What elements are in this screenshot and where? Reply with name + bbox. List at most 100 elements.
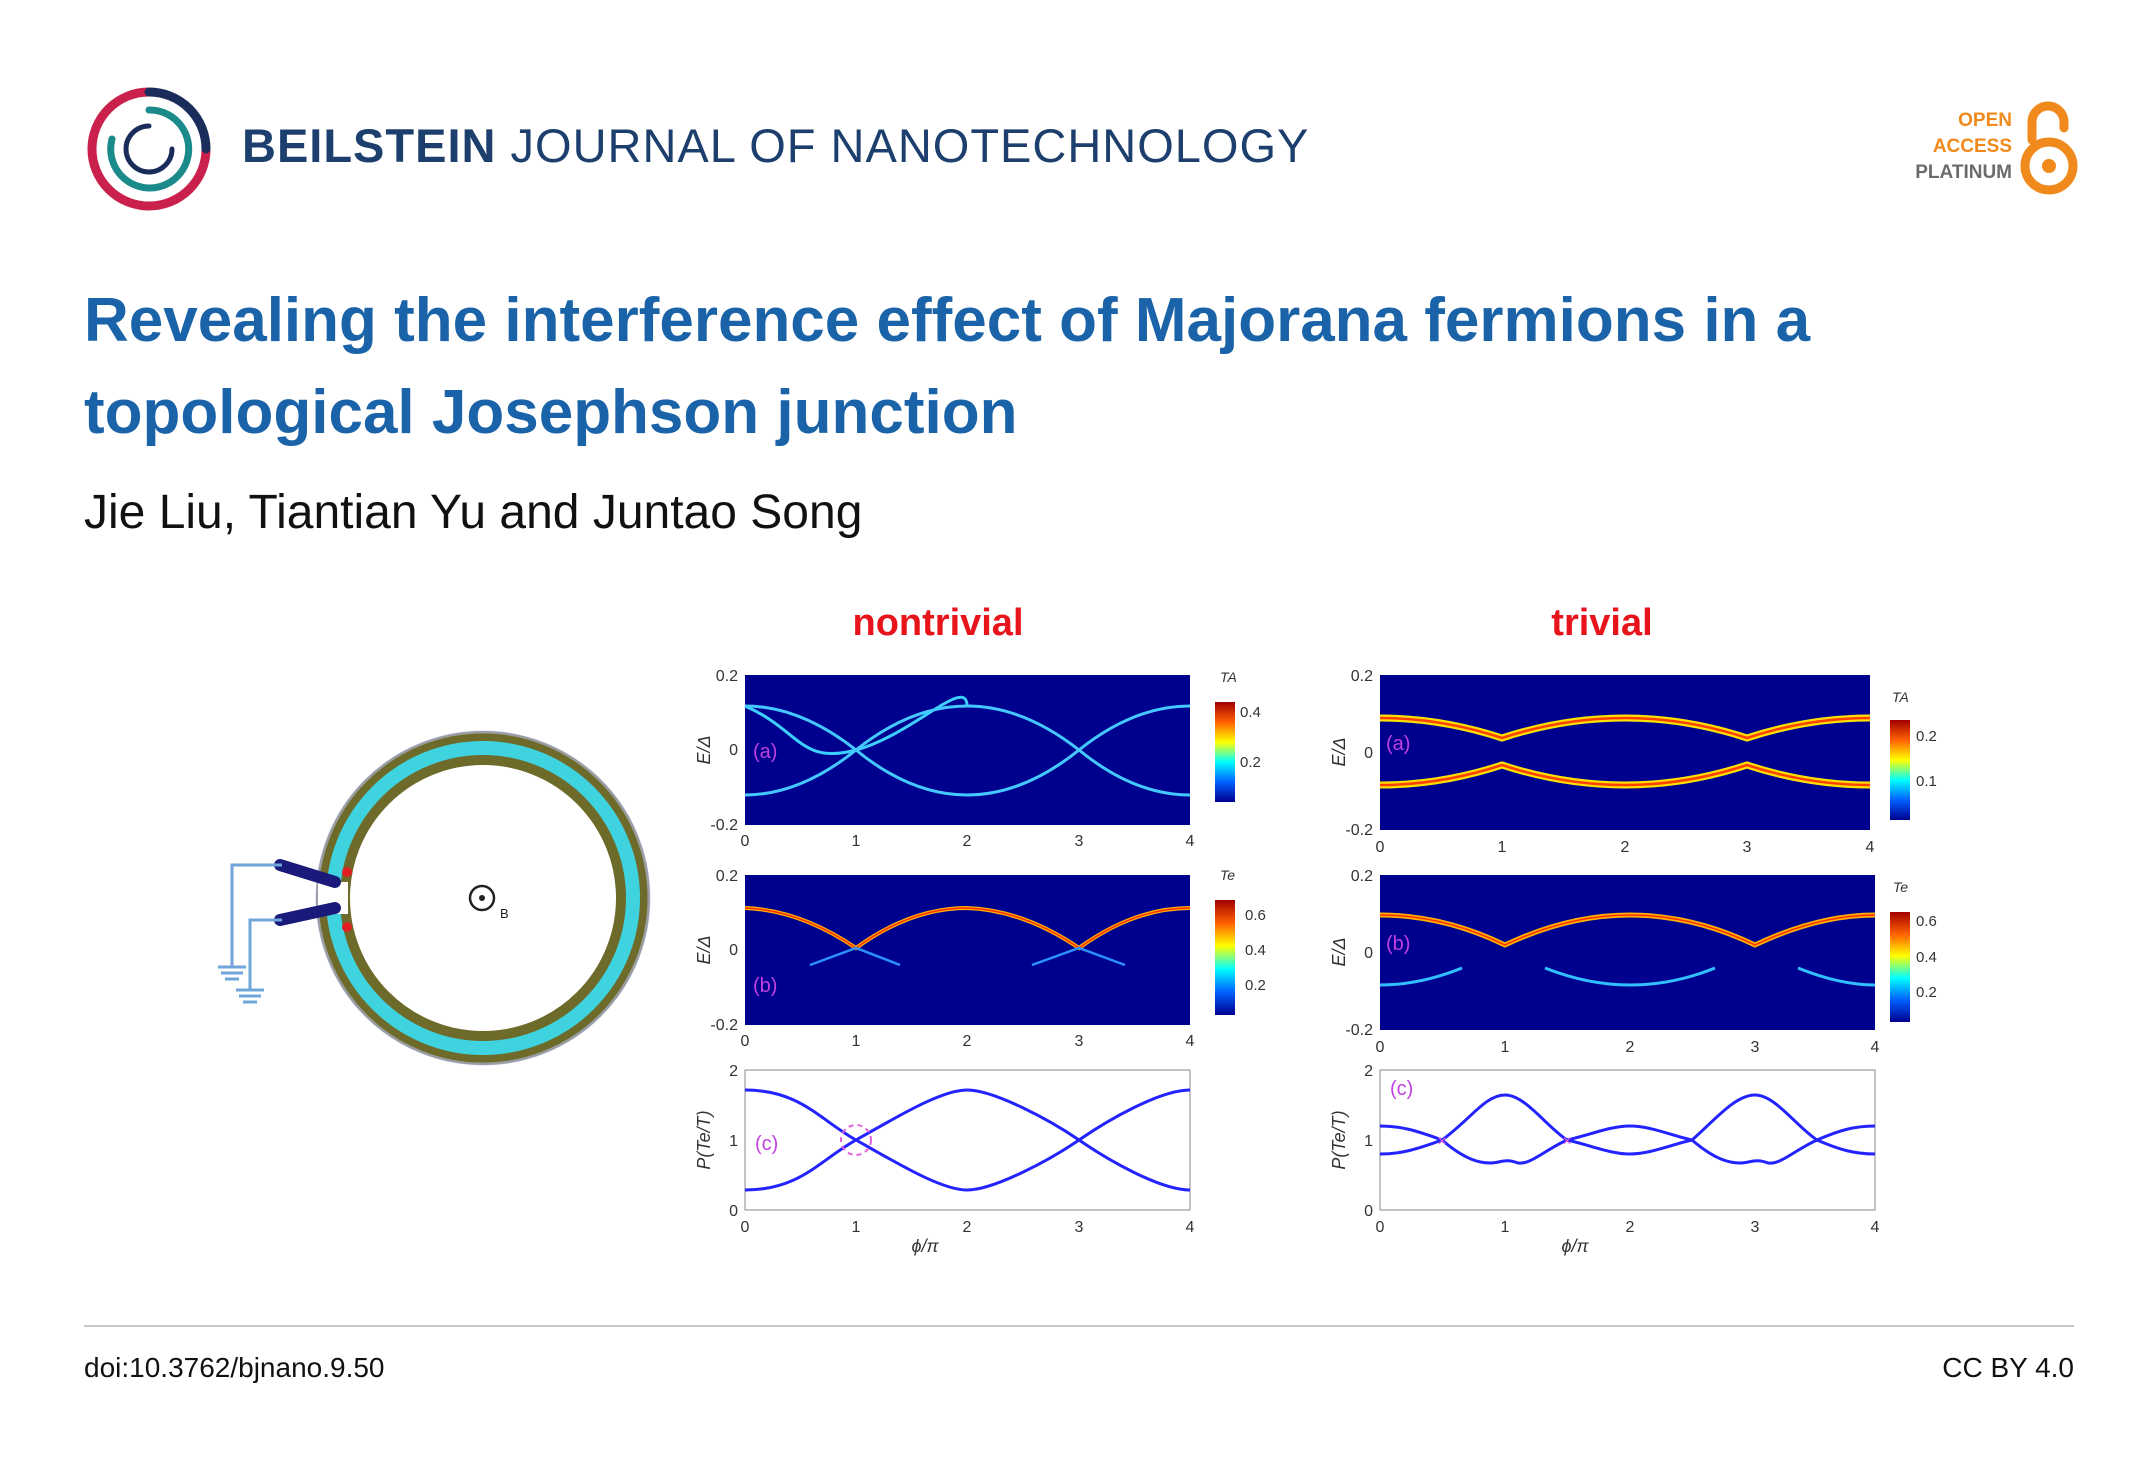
p-curve-1 [1379,1093,1876,1142]
colorbar-label: TA [1220,669,1237,685]
band-curve-1 [744,704,1191,797]
panel-label: (c) [755,1133,778,1155]
xtick: 3 [1075,1033,1084,1050]
panel-label: (b) [753,975,777,997]
ground-symbol-1 [218,863,282,981]
xtick: 4 [1871,1219,1880,1236]
ytick: 0 [1364,945,1373,962]
band-curve-lower-3 [1797,966,1876,987]
cbar-tick: 0.2 [1916,728,1937,745]
xtick: 1 [1501,1219,1510,1236]
lead-bottom [274,902,341,926]
field-out-icon [468,884,496,912]
trivial-panel-c: × × (c) 2 1 0 0 1 2 3 4 P(Te/T) ϕ/π [1329,1063,1880,1256]
majorana-dot-top [342,867,352,877]
doi-text: doi:10.3762/bjnano.9.50 [84,1352,385,1383]
xtick: 0 [741,833,750,850]
band-curve-upper-core [744,907,1191,949]
open-access-badge: OPEN ACCESS PLATINUM [1880,100,2080,200]
xtick: 4 [1871,1039,1880,1056]
trivial-panel-b: (b) 0.2 0 -0.2 0 1 2 3 4 E/Δ Te 0.6 0.4 … [1329,868,1937,1056]
open-label: OPEN [1958,110,2012,131]
heatmap-background [745,875,1190,1025]
ytick: 1 [729,1133,738,1150]
xtick: 0 [1376,1219,1385,1236]
journal-logo [87,87,211,211]
ylabel: E/Δ [1329,937,1349,966]
journal-name: BEILSTEIN JOURNAL OF NANOTECHNOLOGY [242,119,1310,172]
ytick: 0.2 [1351,868,1373,885]
nontrivial-panel-b: (b) 0.2 0 -0.2 0 1 2 3 4 E/Δ Te 0.6 0.4 … [694,867,1266,1050]
open-lock-icon [2020,101,2078,195]
band-curve-upper-core [1379,716,1871,740]
ytick: 0 [1364,745,1373,762]
cbar-tick: 0.2 [1240,754,1261,771]
cbar-tick: 0.4 [1240,704,1261,721]
xlabel: ϕ/π [1561,1236,1589,1256]
cbar-tick: 0.4 [1245,942,1266,959]
heatmap-background [1380,675,1870,830]
p-curve-2 [744,1088,1191,1192]
xtick: 3 [1743,839,1752,856]
trivial-heading: trivial [1551,602,1652,644]
ytick: 2 [729,1063,738,1080]
ring-glow [315,730,651,1066]
panel-label: (c) [1390,1078,1413,1100]
panel-label: (a) [1386,733,1410,755]
cbar-tick: 0.1 [1916,773,1937,790]
nontrivial-heading: nontrivial [852,602,1023,644]
p-curve-2 [1379,1138,1876,1165]
cbar-tick: 0.6 [1245,907,1266,924]
field-label: B [500,906,509,921]
ytick: 0.2 [716,868,738,885]
ytick: 1 [1364,1133,1373,1150]
xlabel: ϕ/π [911,1236,939,1256]
band-curve-lower-2 [1544,966,1716,987]
ytick: 0.2 [1351,668,1373,685]
xtick: 0 [741,1219,750,1236]
ylabel: E/Δ [694,935,714,964]
cbar-tick: 0.2 [1245,977,1266,994]
xtick: 1 [852,1219,861,1236]
xtick: 2 [1626,1039,1635,1056]
nontrivial-panel-a: (a) 0.2 0 -0.2 0 1 2 3 4 E/Δ TA 0.4 0.2 [694,668,1261,850]
plot-frame [1379,1069,1876,1211]
p-curve-1 [744,1088,1191,1192]
plot-frame [744,1069,1191,1211]
ylabel: E/Δ [694,735,714,764]
license-text: CC BY 4.0 [1942,1352,2074,1383]
xtick: 4 [1186,1033,1195,1050]
xtick: 3 [1751,1219,1760,1236]
crossing-marker [840,1124,872,1156]
xtick: 0 [1376,1039,1385,1056]
ytick: 0 [729,1203,738,1220]
colorbar [1215,702,1235,802]
ytick: 0 [729,942,738,959]
ground-symbol-2 [236,918,282,1004]
band-curve-2 [744,704,1191,797]
xtick: 1 [852,833,861,850]
cbar-tick: 0.4 [1916,949,1937,966]
band-curve-lower-1 [809,946,901,967]
xtick: 0 [741,1033,750,1050]
nontrivial-panel-c: (c) 2 1 0 0 1 2 3 4 P(Te/T) ϕ/π [694,1063,1195,1256]
ylabel: P(Te/T) [1329,1110,1349,1169]
ytick: -0.2 [1345,822,1373,839]
device-schematic: B [218,730,651,1066]
band-curve-upper-core [1379,914,1876,946]
lead-top [274,859,341,888]
colorbar-label: Te [1893,879,1908,895]
colorbar [1890,720,1910,820]
article-title: Revealing the interference effect of Maj… [84,286,1811,447]
crossing-marker-2: × [1562,1133,1571,1150]
article-authors: Jie Liu, Tiantian Yu and Juntao Song [84,486,863,539]
ylabel: P(Te/T) [694,1110,714,1169]
crossing-marker-1: × [1437,1133,1446,1150]
xtick: 2 [1626,1219,1635,1236]
ytick: 0.2 [716,668,738,685]
colorbar-label: TA [1892,689,1909,705]
field-dot [479,895,485,901]
xtick: 1 [1498,839,1507,856]
xtick: 2 [1621,839,1630,856]
xtick: 3 [1751,1039,1760,1056]
